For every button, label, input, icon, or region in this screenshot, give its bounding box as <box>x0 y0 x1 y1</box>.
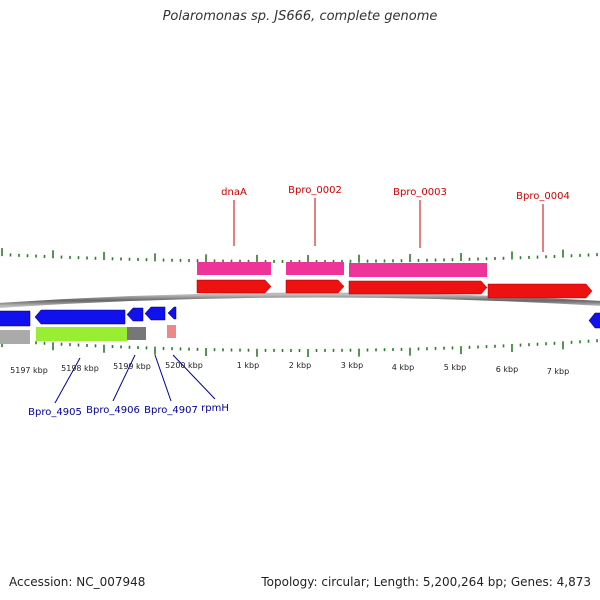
gene-bpro-0002 <box>285 279 345 294</box>
gene-features <box>0 262 600 344</box>
cds-bpro-0003 <box>349 263 487 277</box>
tick-marks-top <box>1 248 598 263</box>
accession-text: Accession: NC_007948 <box>9 575 146 589</box>
scale-label: 5197 kbp <box>10 366 48 375</box>
cds-bpro-0002 <box>286 262 344 275</box>
cds-dnaA <box>197 262 271 275</box>
scale-label: 3 kbp <box>341 361 363 370</box>
gene-left-edge <box>0 310 31 327</box>
misc-left-edge <box>0 330 30 344</box>
genome-backbone <box>0 292 600 308</box>
gene-bpro-4905 <box>34 309 126 325</box>
gene-rpmH <box>167 306 177 320</box>
gene-label-reverse: rpmH <box>201 403 229 414</box>
gene-label-reverse: Bpro_4906 <box>86 405 140 416</box>
gene-right-edge <box>588 312 600 329</box>
cds-bpro-4905 <box>36 327 127 341</box>
label-leader <box>112 354 136 402</box>
gene-bpro-4907 <box>144 306 166 321</box>
gene-labels: dnaA Bpro_0002 Bpro_0003 Bpro_0004 Bpro_4905… <box>28 185 570 418</box>
tick-marks-bottom <box>1 339 598 357</box>
scale-label: 2 kbp <box>289 361 311 370</box>
gene-bpro-0003 <box>348 280 488 295</box>
genome-summary-text: Topology: circular; Length: 5,200,264 bp… <box>261 575 591 589</box>
scale-label: 4 kbp <box>392 363 414 372</box>
gene-label-reverse: Bpro_4905 <box>28 407 82 418</box>
scale-label: 5200 kbp <box>165 361 203 370</box>
gene-label-forward: Bpro_0002 <box>288 185 342 196</box>
gene-bpro-4906 <box>126 307 144 322</box>
scale-label: 1 kbp <box>237 361 259 370</box>
map-title: Polaromonas sp. JS666, complete genome <box>162 9 438 24</box>
scale-label: 7 kbp <box>547 367 569 376</box>
cds-bpro-4906 <box>127 327 146 340</box>
gene-label-reverse: Bpro_4907 <box>144 405 198 416</box>
gene-label-forward: Bpro_0004 <box>516 191 570 202</box>
scale-label: 5 kbp <box>444 363 466 372</box>
gene-bpro-0004 <box>487 283 593 299</box>
scale-label: 5199 kbp <box>113 362 151 371</box>
label-leader <box>154 354 172 402</box>
label-leader <box>172 354 216 400</box>
gene-dnaA <box>196 279 272 294</box>
gene-label-forward: dnaA <box>221 187 247 198</box>
cds-rpmH <box>167 325 176 338</box>
scale-label: 5198 kbp <box>61 364 99 373</box>
scale-label: 6 kbp <box>496 365 518 374</box>
gene-label-forward: Bpro_0003 <box>393 187 447 198</box>
label-leaders <box>54 198 544 404</box>
label-leader <box>54 357 81 404</box>
scale-labels: 5197 kbp 5198 kbp 5199 kbp 5200 kbp 1 kbp 2 k… <box>10 361 569 376</box>
